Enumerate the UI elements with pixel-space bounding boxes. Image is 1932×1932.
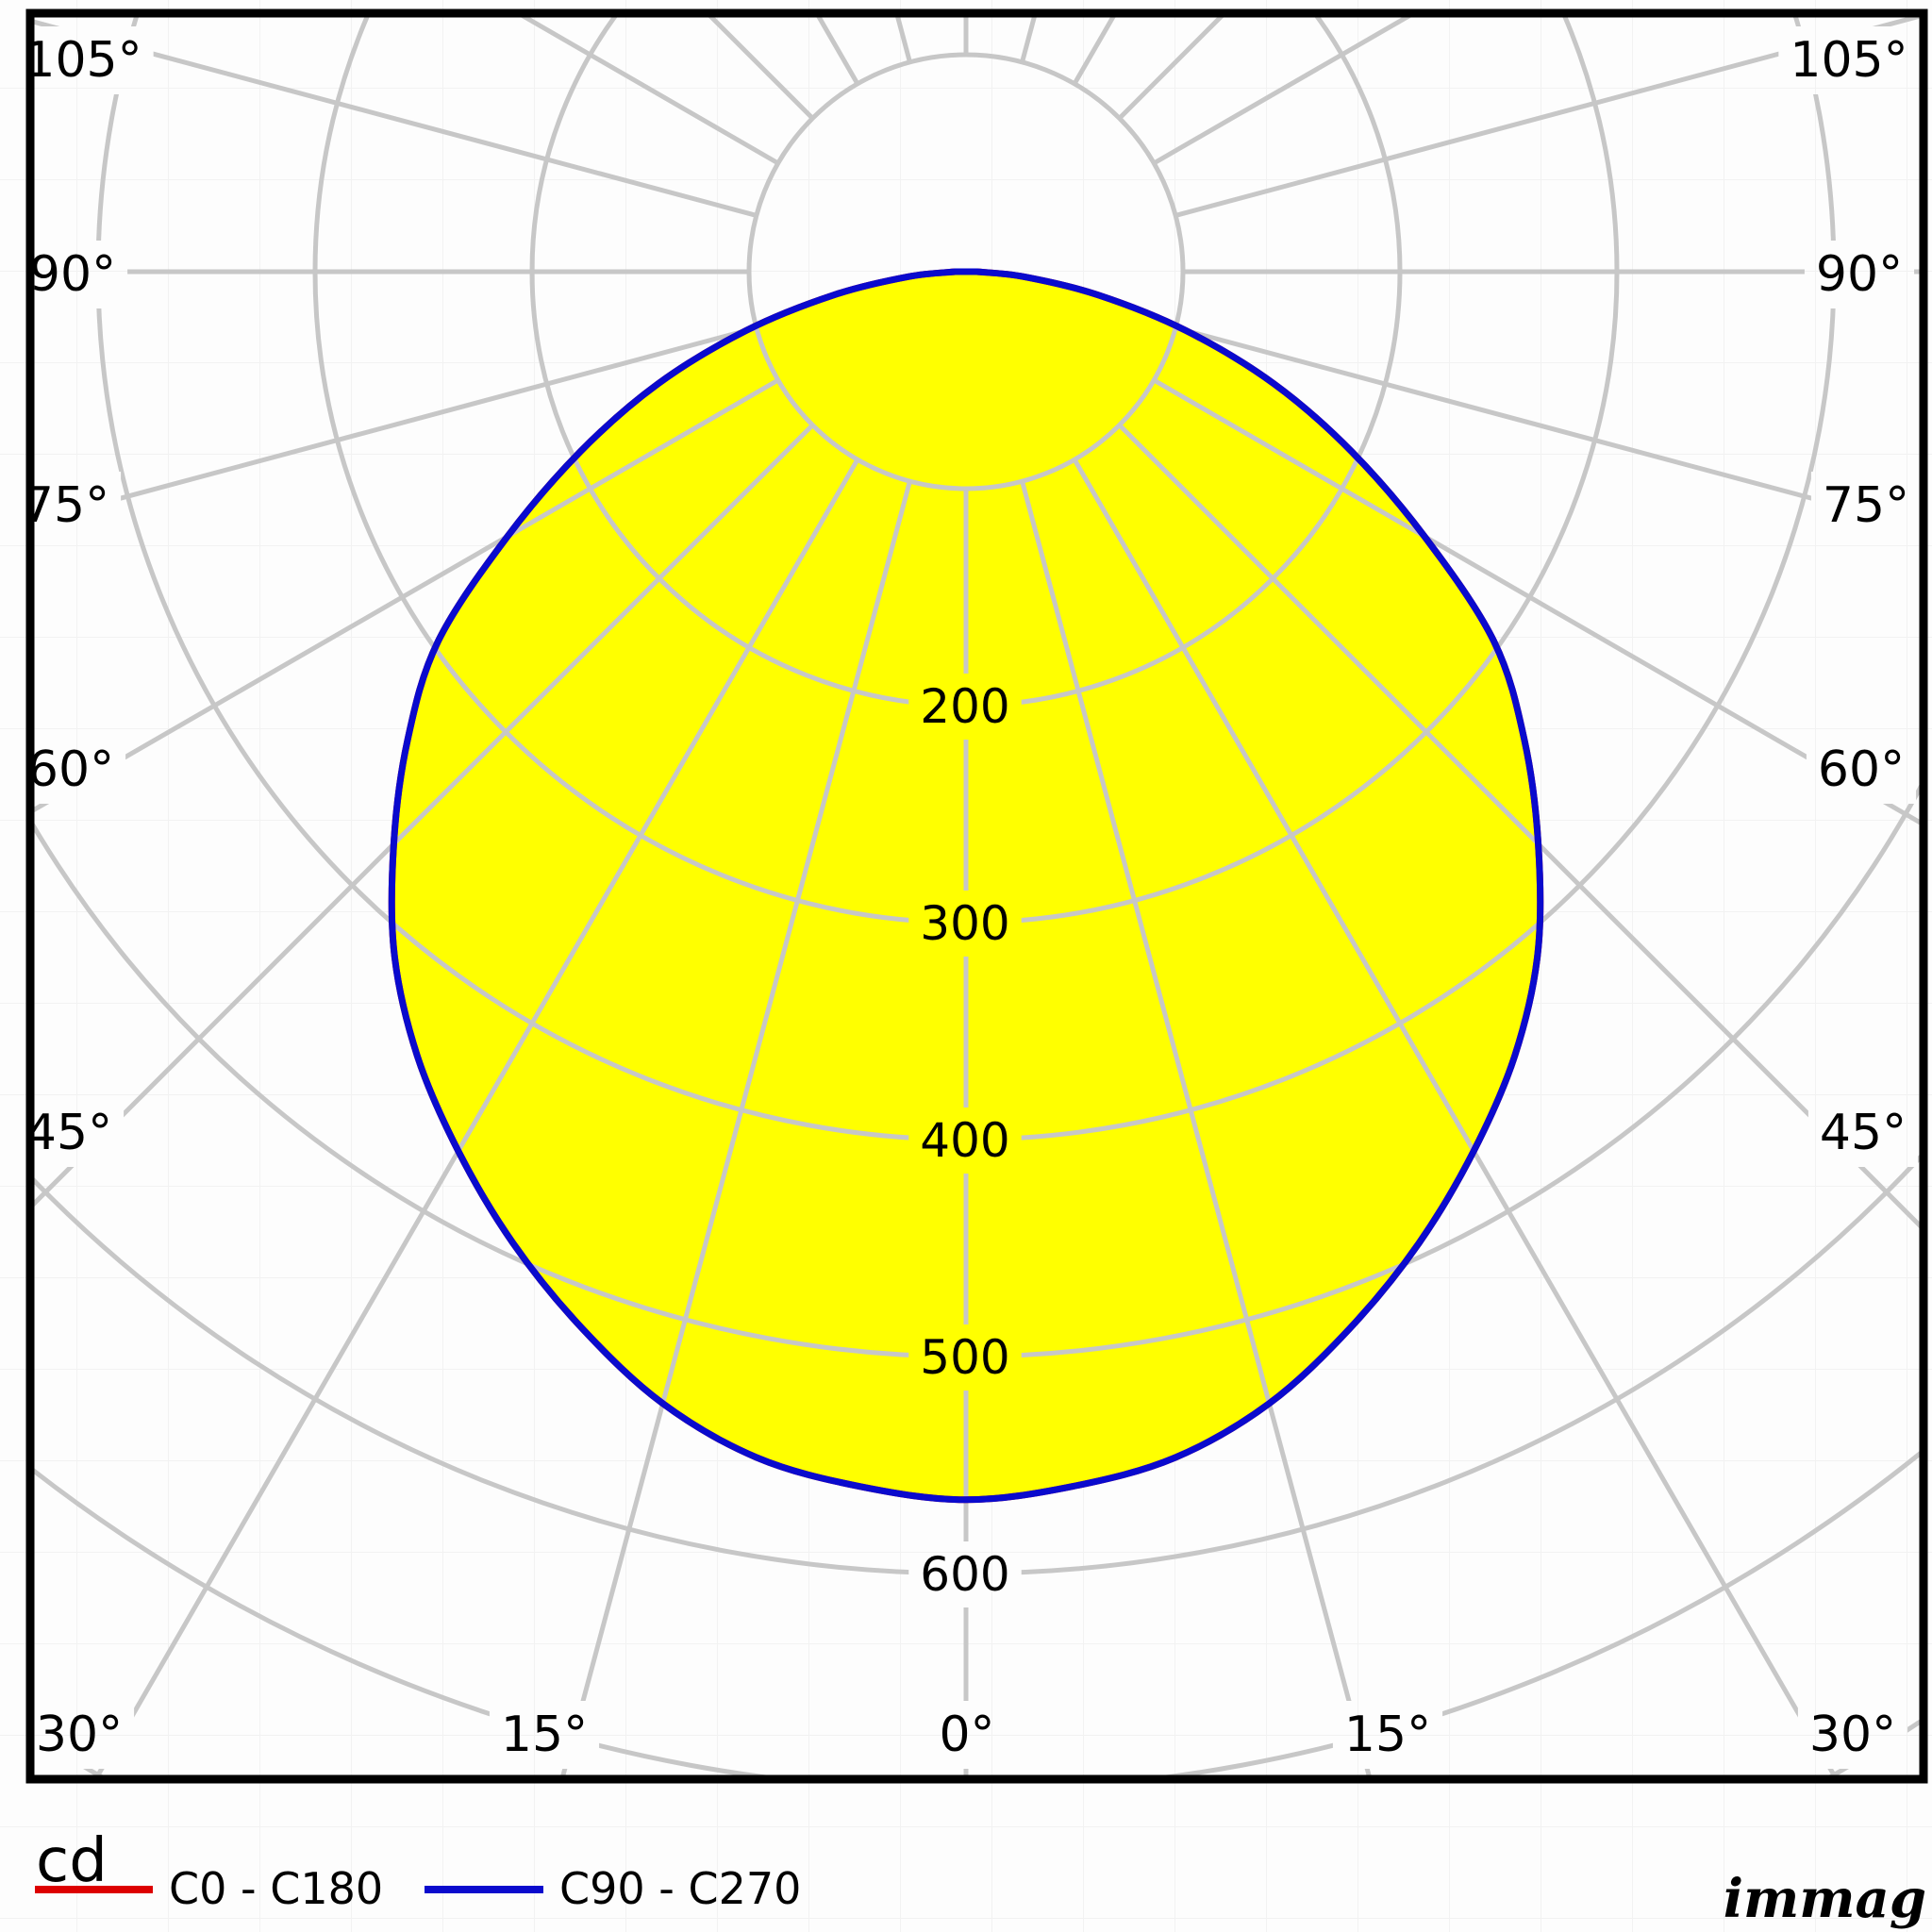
angle-grid-line (1020, 480, 1372, 1775)
angle-label: 30° (36, 1707, 123, 1763)
intensity-curves (388, 268, 1544, 1504)
angle-grid-line (1152, 377, 1920, 825)
legend-label-c0-c180: C0 - C180 (169, 1863, 383, 1914)
angle-label: 45° (25, 1105, 112, 1161)
angle-label: 0° (939, 1707, 994, 1763)
angle-label: 45° (1820, 1105, 1907, 1161)
angle-grid-line (1174, 325, 1920, 530)
angle-label: 90° (29, 246, 116, 303)
angle-label: 75° (23, 477, 109, 534)
angle-grid-line (95, 458, 860, 1775)
angle-grid-line (34, 19, 758, 218)
unit-label: cd (36, 1826, 108, 1896)
axis-labels: 105° 105° 90° 90° 75° 75° 60° 60° 45° 45° 30° 15° 0°… (23, 32, 1909, 1763)
angle-label: 105° (1790, 32, 1907, 89)
angle-label: 105° (24, 32, 142, 89)
angle-grid-line (34, 423, 815, 1208)
angle-label: 30° (1809, 1707, 1896, 1763)
angle-grid-line (34, 325, 758, 525)
angle-label: 60° (27, 741, 114, 798)
plot-frame (25, 8, 1928, 1784)
angle-grid-line (1072, 458, 1837, 1775)
angle-label: 90° (1816, 246, 1903, 303)
angle-label: 15° (1344, 1707, 1431, 1763)
radial-value-label: 400 (920, 1113, 1009, 1168)
angle-grid-line (560, 480, 912, 1775)
angle-label: 75° (1823, 477, 1909, 534)
radial-value-label: 200 (920, 679, 1009, 734)
angle-grid-line (1117, 423, 1920, 1229)
angle-label: 60° (1818, 741, 1905, 798)
curve-C90-C270 (388, 268, 1544, 1504)
angle-grid-line (1174, 17, 1920, 218)
radial-value-label: 300 (920, 896, 1009, 951)
radial-value-label: 500 (920, 1330, 1009, 1385)
angle-grid-line (34, 377, 780, 813)
angle-label: 15° (501, 1707, 588, 1763)
immag-logo: immag (1724, 1868, 1926, 1930)
radial-value-label: 600 (920, 1547, 1009, 1602)
legend-label-c90-c270: C90 - C270 (559, 1863, 801, 1914)
